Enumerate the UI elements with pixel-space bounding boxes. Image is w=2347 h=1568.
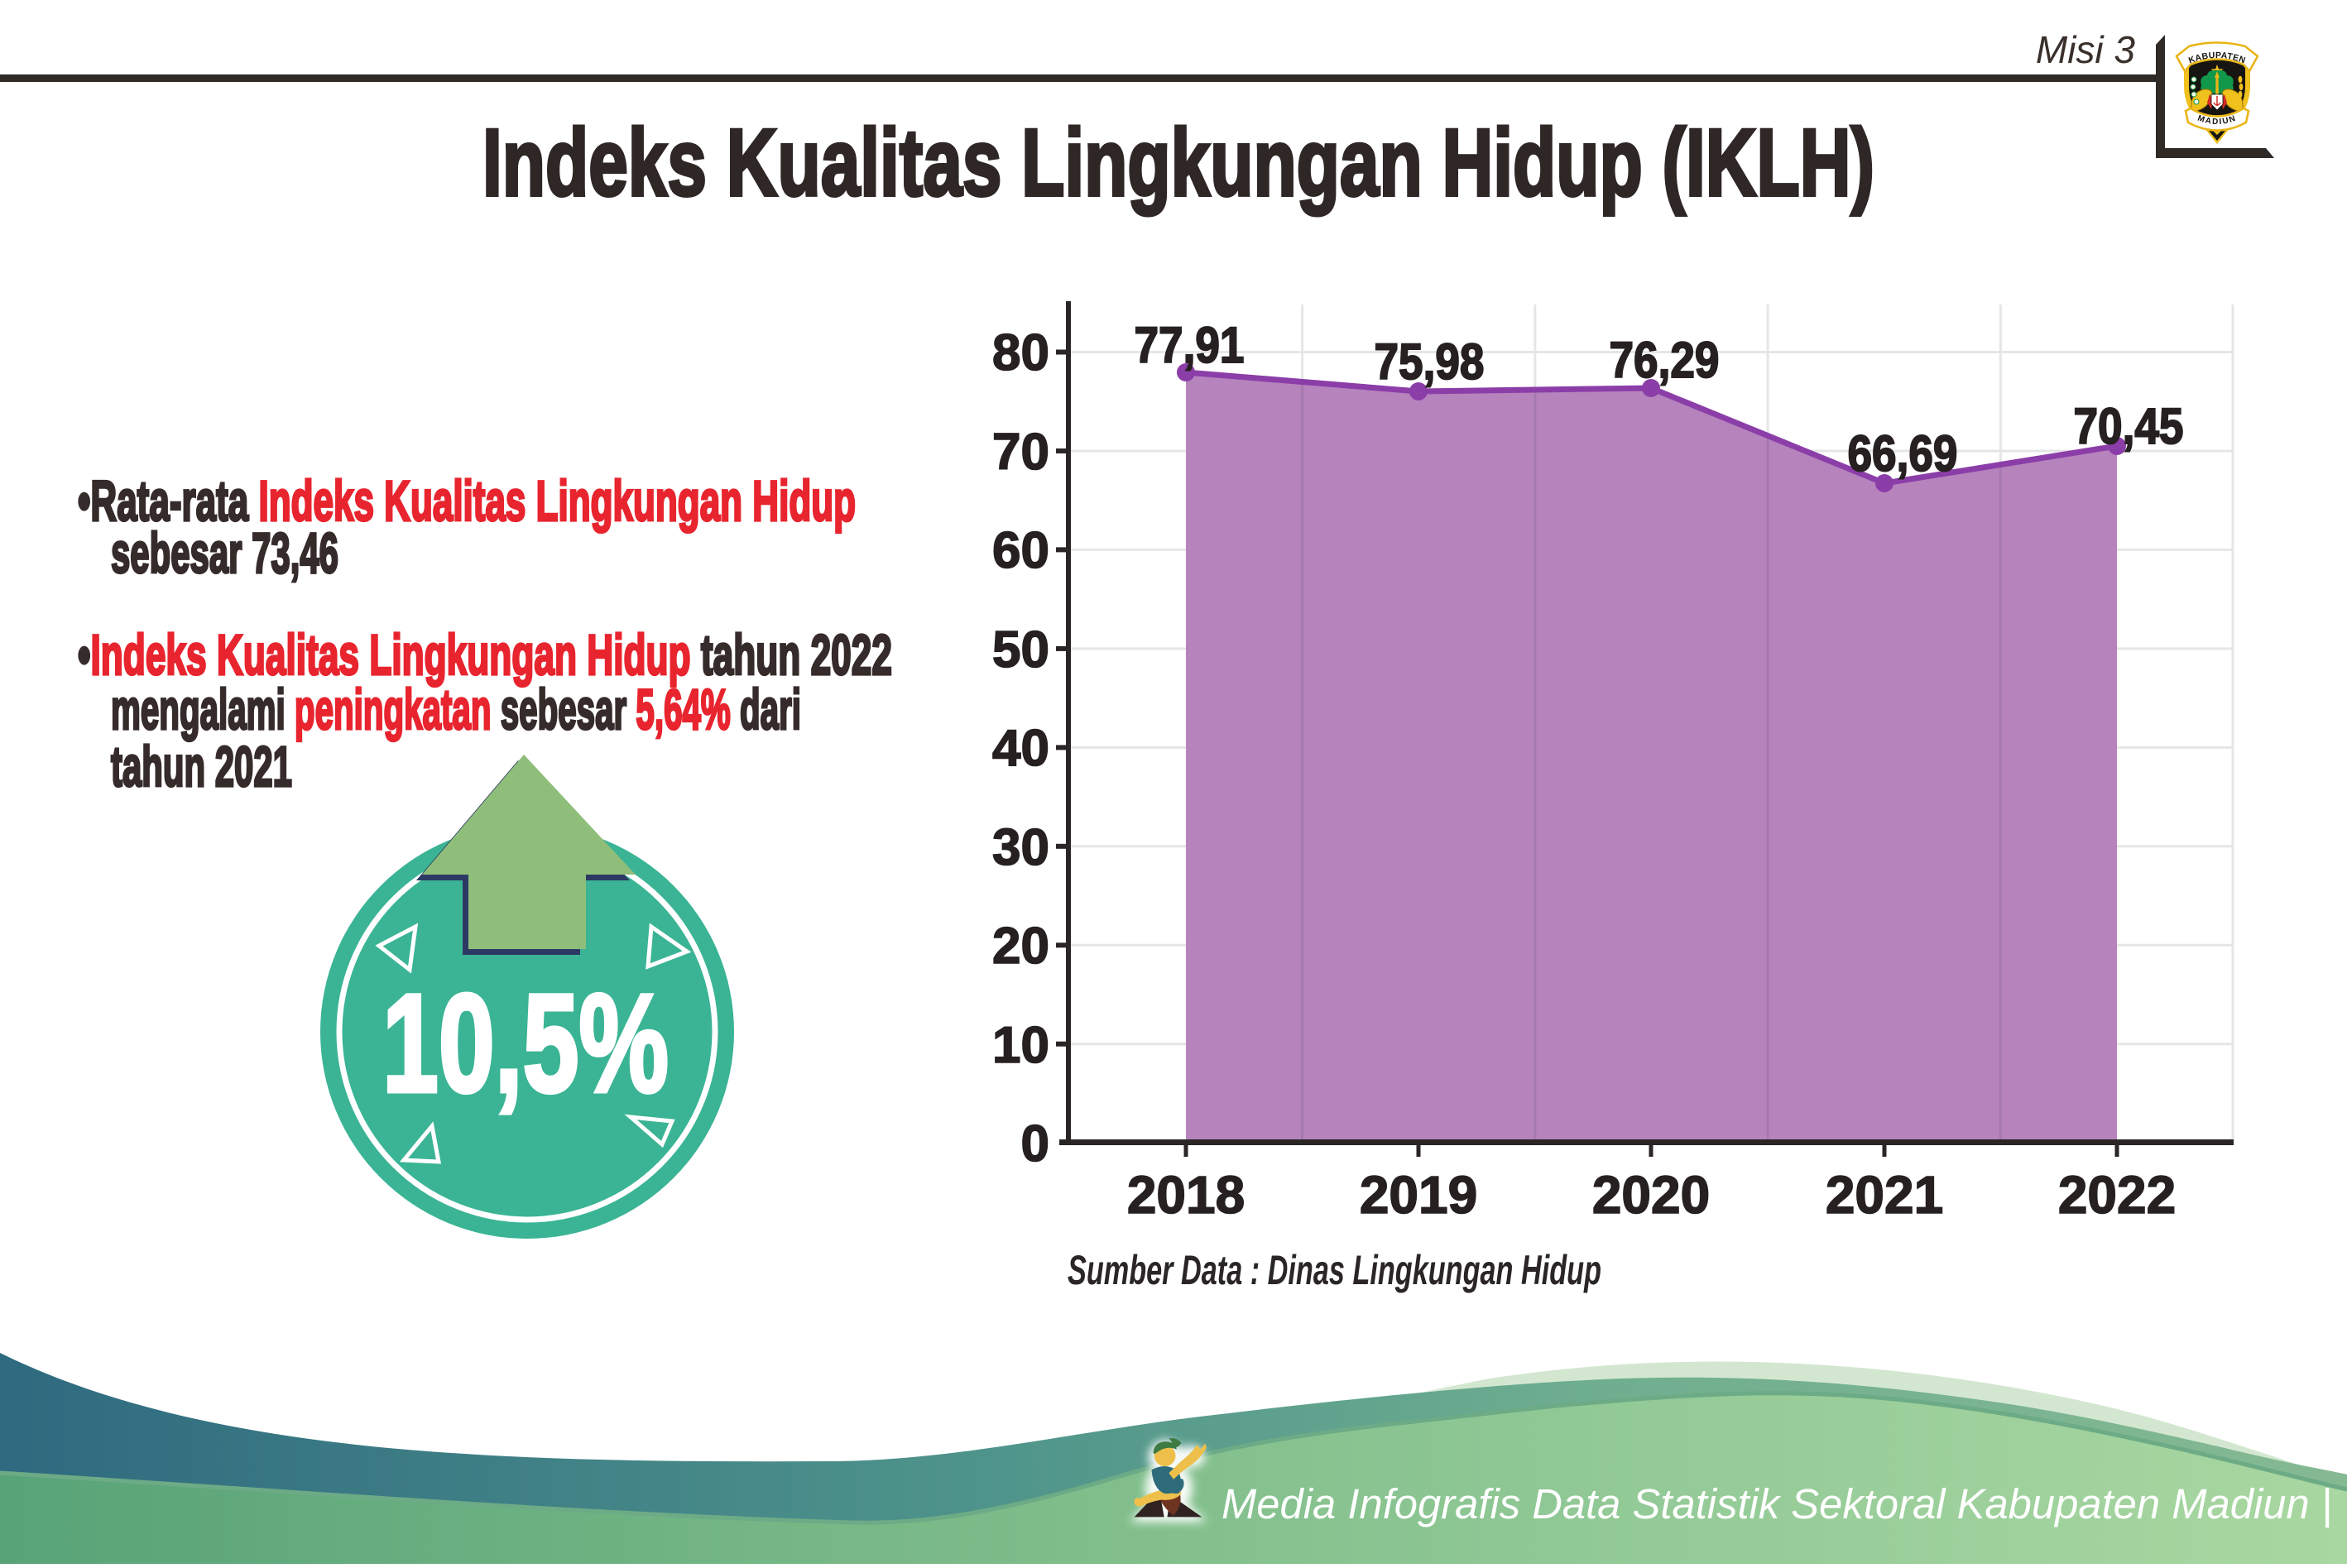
svg-text:mengalami peningkatan sebesar: mengalami peningkatan sebesar 5,64% dari [111, 678, 801, 741]
svg-text:70: 70 [992, 424, 1049, 481]
svg-text:MADIUN: MADIUN [2196, 113, 2238, 127]
svg-text:70,45: 70,45 [2074, 398, 2184, 454]
svg-text:•Rata-rata Indeks Kualitas Lin: •Rata-rata Indeks Kualitas Lingkungan Hi… [78, 469, 856, 533]
svg-text:2021: 2021 [1826, 1165, 1943, 1225]
svg-text:10: 10 [992, 1017, 1049, 1074]
svg-text:sebesar 73,46: sebesar 73,46 [111, 521, 338, 585]
svg-text:75,98: 75,98 [1375, 333, 1485, 390]
svg-text:Sumber Data : Dinas Lingkungan: Sumber Data : Dinas Lingkungan Hidup [1068, 1247, 1601, 1293]
svg-text:0: 0 [1021, 1115, 1049, 1172]
svg-text:40: 40 [992, 720, 1049, 777]
svg-text:77,91: 77,91 [1135, 317, 1245, 373]
svg-text:30: 30 [992, 819, 1049, 876]
svg-text:76,29: 76,29 [1610, 332, 1720, 388]
svg-text:2019: 2019 [1360, 1165, 1477, 1225]
svg-text:Misi 3: Misi 3 [2036, 28, 2136, 71]
svg-text:60: 60 [992, 522, 1049, 579]
svg-text:KABUPATEN: KABUPATEN [2187, 50, 2247, 66]
svg-text:tahun 2021: tahun 2021 [111, 735, 292, 798]
svg-text:66,69: 66,69 [1848, 425, 1958, 482]
svg-text:•Indeks Kualitas Lingkungan Hi: •Indeks Kualitas Lingkungan Hidup tahun … [78, 623, 892, 687]
svg-text:2018: 2018 [1127, 1165, 1245, 1225]
svg-text:2022: 2022 [2058, 1165, 2176, 1225]
svg-text:10,5%: 10,5% [382, 965, 669, 1121]
svg-text:Indeks Kualitas Lingkungan Hid: Indeks Kualitas Lingkungan Hidup (IKLH) [482, 110, 1874, 216]
svg-text:20: 20 [992, 918, 1049, 975]
svg-text:Media Infografis Data Statisti: Media Infografis Data Statistik Sektoral… [1221, 1480, 2332, 1527]
svg-text:2020: 2020 [1592, 1165, 1710, 1225]
svg-text:50: 50 [992, 621, 1049, 679]
svg-text:80: 80 [992, 324, 1049, 381]
